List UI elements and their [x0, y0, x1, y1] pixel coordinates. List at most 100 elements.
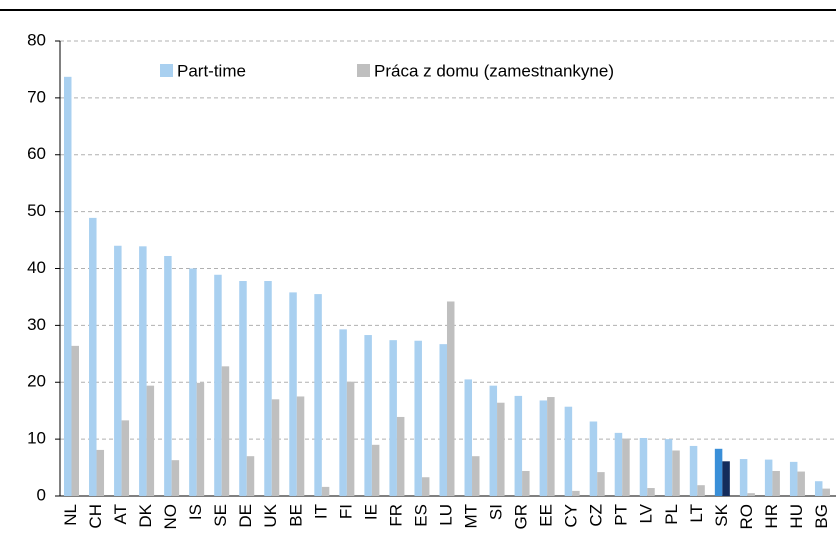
bar: [789, 461, 798, 496]
x-tick-label: IS: [186, 504, 205, 520]
bar: [339, 329, 347, 496]
x-tick-label: LV: [637, 503, 656, 523]
bar: [814, 481, 823, 496]
x-tick-label: UK: [261, 503, 280, 527]
bar: [639, 437, 648, 496]
bar: [589, 421, 598, 496]
bar: [296, 396, 305, 496]
bar: [597, 472, 605, 496]
bar: [539, 400, 548, 496]
bar: [396, 416, 405, 496]
x-tick-label: HR: [762, 504, 781, 529]
bar: [421, 477, 430, 496]
y-tick-label: 50: [27, 201, 46, 220]
bar: [514, 395, 523, 496]
bar: [321, 486, 330, 496]
x-tick-label: SK: [712, 503, 731, 526]
x-tick-label: DK: [136, 503, 155, 527]
x-tick-label: BE: [286, 504, 305, 527]
bar: [547, 397, 555, 496]
bar: [114, 245, 122, 496]
bar: [271, 399, 280, 496]
legend-swatch: [357, 64, 370, 77]
x-tick-label: NL: [61, 504, 80, 526]
bar: [89, 217, 97, 496]
bar: [497, 402, 505, 496]
bar: [289, 292, 297, 496]
x-tick-label: MT: [462, 504, 481, 529]
bar: [697, 485, 705, 496]
bar: [414, 340, 422, 496]
bar: [64, 76, 72, 497]
x-tick-label: IT: [311, 504, 330, 519]
x-tick-label: RO: [737, 504, 756, 530]
bar: [747, 493, 755, 496]
x-tick-label: NO: [161, 504, 180, 530]
bar: [214, 274, 222, 496]
bar: [96, 449, 105, 496]
bar: [171, 460, 180, 496]
x-tick-label: DE: [236, 504, 255, 528]
bar: [346, 381, 355, 496]
x-tick-label: GR: [512, 504, 531, 530]
x-tick-label: FR: [386, 504, 405, 527]
bar: [389, 340, 397, 496]
bar: [622, 438, 630, 496]
x-tick-label: CZ: [587, 504, 606, 527]
bar: [464, 379, 473, 496]
bar: [314, 294, 322, 496]
bar: [371, 444, 380, 496]
bar: [522, 470, 530, 496]
bar: [772, 470, 780, 496]
bar: [764, 459, 773, 496]
bar: [239, 281, 247, 496]
bar: [572, 490, 580, 496]
bar: [564, 406, 573, 496]
bar: [722, 461, 730, 496]
x-tick-label: HU: [787, 504, 806, 529]
y-tick-label: 70: [27, 87, 46, 106]
bar: [672, 450, 680, 496]
bar: [221, 366, 230, 496]
bar: [439, 344, 447, 496]
x-tick-label: SI: [487, 504, 506, 520]
bar: [614, 432, 623, 496]
x-tick-label: ES: [411, 504, 430, 527]
bar: [689, 445, 698, 496]
y-tick-label: 20: [27, 372, 46, 391]
bar: [739, 459, 748, 496]
bar: [164, 255, 172, 496]
bar: [472, 456, 480, 496]
x-tick-label: PT: [612, 504, 631, 526]
y-tick-label: 10: [27, 429, 46, 448]
bar: [822, 488, 830, 496]
x-tick-label: BG: [812, 504, 831, 529]
bar: [264, 281, 272, 496]
bar: [364, 335, 372, 496]
bar: [121, 420, 130, 496]
bar: [189, 268, 197, 496]
x-tick-label: LT: [687, 504, 706, 523]
y-tick-label: 80: [27, 30, 46, 49]
bar: [797, 471, 805, 496]
bar: [146, 385, 155, 496]
bar: [139, 246, 147, 496]
x-tick-label: IE: [361, 504, 380, 520]
bar: [446, 301, 455, 496]
legend-swatch: [160, 64, 173, 77]
bar: [664, 439, 673, 496]
y-tick-label: 30: [27, 315, 46, 334]
x-tick-label: LU: [436, 504, 455, 526]
y-tick-label: 60: [27, 144, 46, 163]
legend-label: Part-time: [177, 61, 246, 80]
bar: [714, 448, 723, 496]
bar: [647, 488, 655, 496]
legend-label: Práca z domu (zamestnankyne): [374, 61, 614, 80]
bar: [196, 382, 205, 496]
x-tick-label: CY: [562, 504, 581, 528]
x-tick-label: FI: [336, 504, 355, 519]
bar: [489, 385, 498, 496]
bar: [246, 456, 255, 496]
x-tick-label: CH: [86, 504, 105, 529]
